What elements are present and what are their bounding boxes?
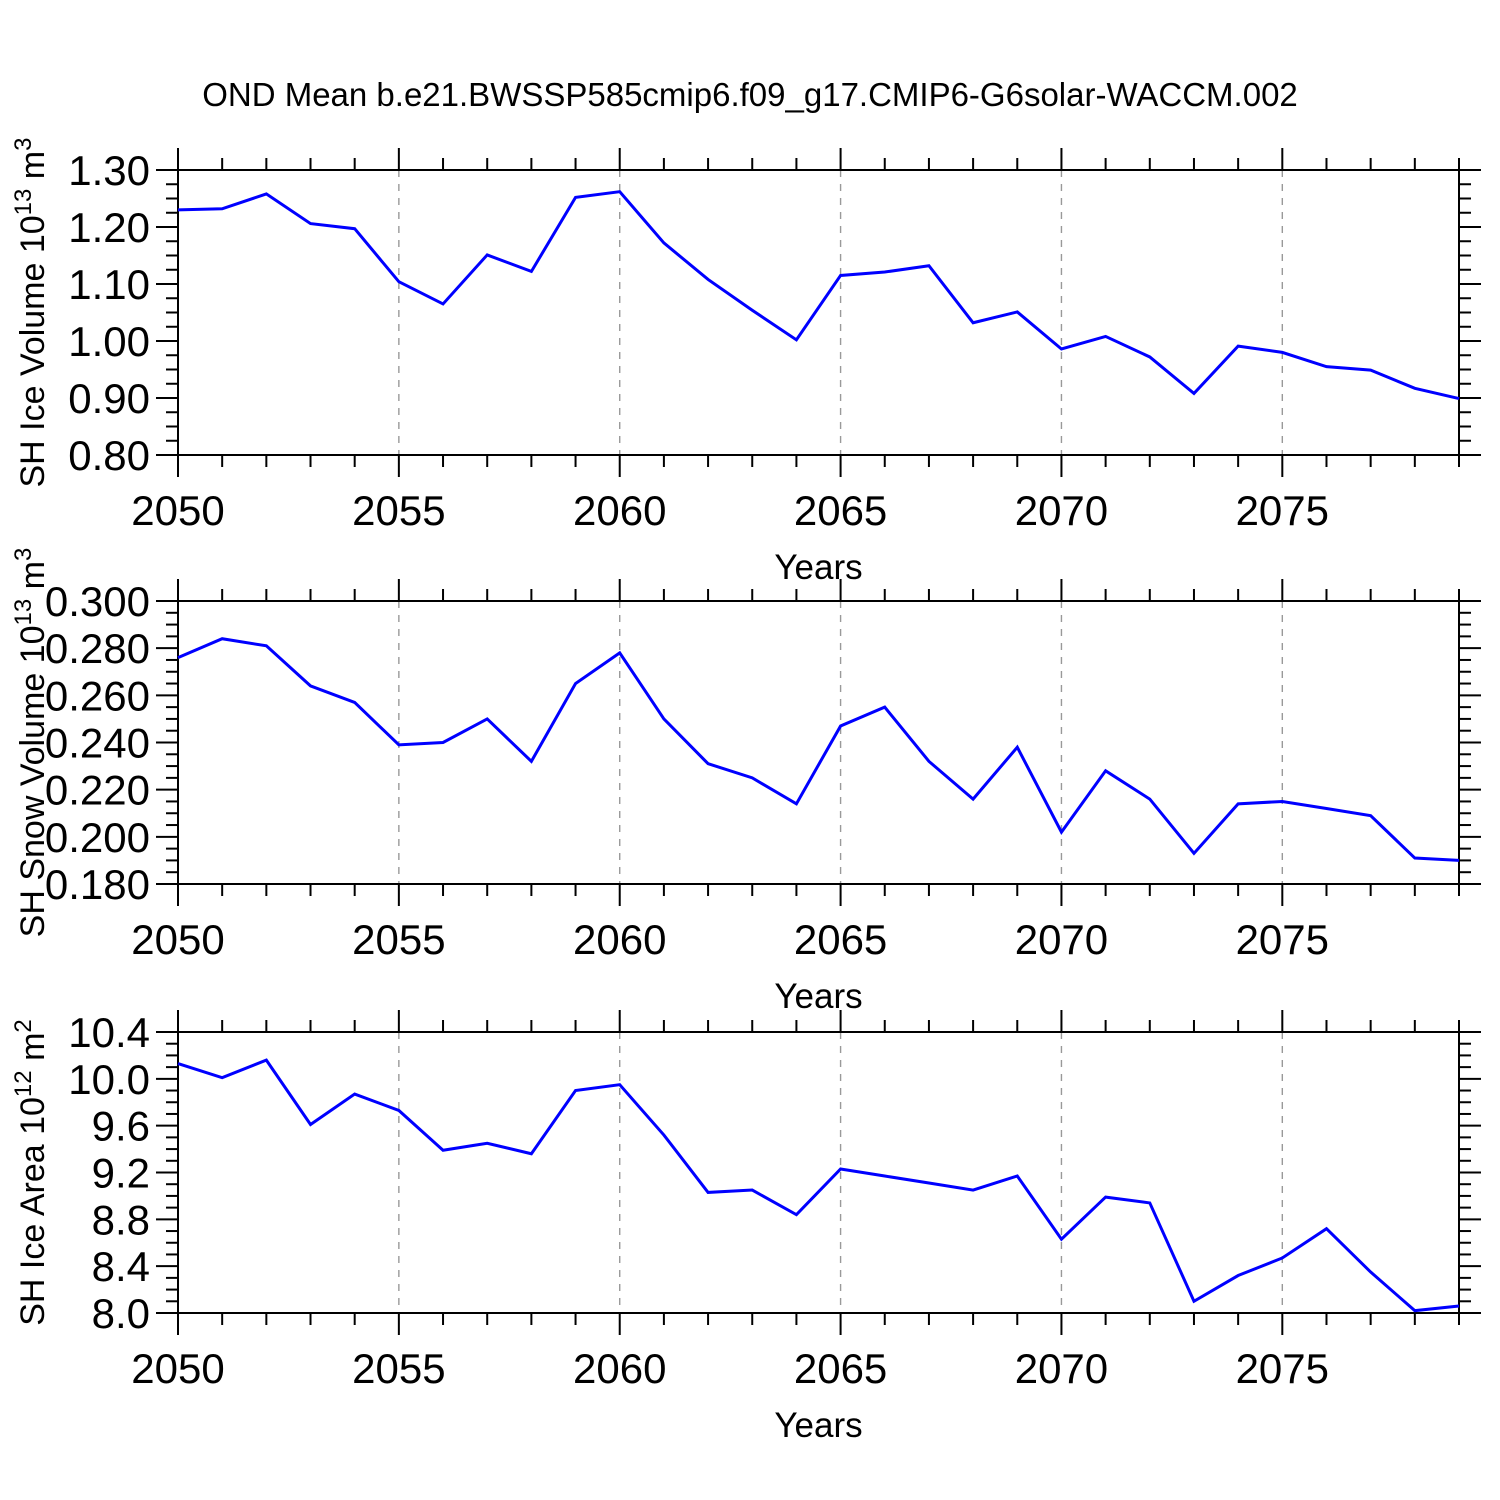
x-tick-label: 2075: [1236, 487, 1329, 534]
y-axis-title: SH Ice Area 1012 m2: [10, 1019, 52, 1326]
y-axis-title: SH Ice Volume 1013 m3: [10, 138, 52, 488]
x-tick-label: 2070: [1015, 916, 1108, 963]
x-tick-label: 2065: [794, 916, 887, 963]
y-tick-label: 1.10: [68, 261, 150, 308]
x-axis-title: Years: [774, 1406, 862, 1445]
y-tick-label: 0.180: [45, 861, 150, 908]
panel-sh-ice-area: 8.08.48.89.29.610.010.4 2050 2055 2060 2065 2…: [10, 1009, 1481, 1445]
y-tick-label: 0.200: [45, 814, 150, 861]
y-tick-label: 8.8: [92, 1196, 150, 1243]
x-tick-label: 2050: [131, 1345, 224, 1392]
chart-title: OND Mean b.e21.BWSSP585cmip6.f09_g17.CMI…: [202, 76, 1298, 113]
series-line-sh-ice-volume: [177, 190, 1460, 401]
y-tick-label: 8.0: [92, 1290, 150, 1337]
x-tick-label: 2060: [573, 1345, 666, 1392]
x-axis-title: Years: [774, 977, 862, 1016]
x-tick-label: 2065: [794, 1345, 887, 1392]
x-tick-label: 2055: [352, 916, 445, 963]
y-tick-label: 0.260: [45, 672, 150, 719]
y-tick-label: 0.90: [68, 375, 150, 422]
x-tick-label: 2060: [573, 916, 666, 963]
y-tick-label: 9.2: [92, 1150, 150, 1197]
y-tick-label: 0.280: [45, 625, 150, 672]
y-tick-label: 8.4: [92, 1243, 150, 1290]
plot-frame: [177, 169, 1460, 456]
y-tick-label: 0.220: [45, 767, 150, 814]
x-tick-label: 2070: [1015, 1345, 1108, 1392]
x-tick-label: 2050: [131, 487, 224, 534]
x-tick-label: 2075: [1236, 916, 1329, 963]
x-tick-label: 2065: [794, 487, 887, 534]
y-tick-label: 1.20: [68, 204, 150, 251]
y-tick-label: 0.240: [45, 720, 150, 767]
y-tick-label: 9.6: [92, 1103, 150, 1150]
x-tick-label: 2075: [1236, 1345, 1329, 1392]
y-tick-label: 1.30: [68, 147, 150, 194]
series-line-sh-ice-area: [177, 1058, 1460, 1313]
y-tick-label: 0.80: [68, 432, 150, 479]
plot-frame: [177, 600, 1460, 885]
y-tick-label: 10.0: [68, 1056, 150, 1103]
y-tick-label: 10.4: [68, 1009, 150, 1056]
panel-sh-ice-volume: 0.80 0.90 1.00 1.10 1.20 1.30 2050 2055 2060 2065…: [10, 138, 1481, 587]
x-tick-label: 2055: [352, 487, 445, 534]
y-tick-label: 0.300: [45, 578, 150, 625]
x-tick-label: 2050: [131, 916, 224, 963]
x-tick-label: 2055: [352, 1345, 445, 1392]
x-tick-label: 2070: [1015, 487, 1108, 534]
x-axis-title: Years: [774, 548, 862, 587]
y-axis-title: SH Snow Volume 1013 m3: [10, 548, 52, 938]
y-tick-label: 1.00: [68, 318, 150, 365]
plot-frame: [177, 1031, 1460, 1314]
series-line-sh-snow-volume: [177, 637, 1460, 862]
x-tick-label: 2060: [573, 487, 666, 534]
